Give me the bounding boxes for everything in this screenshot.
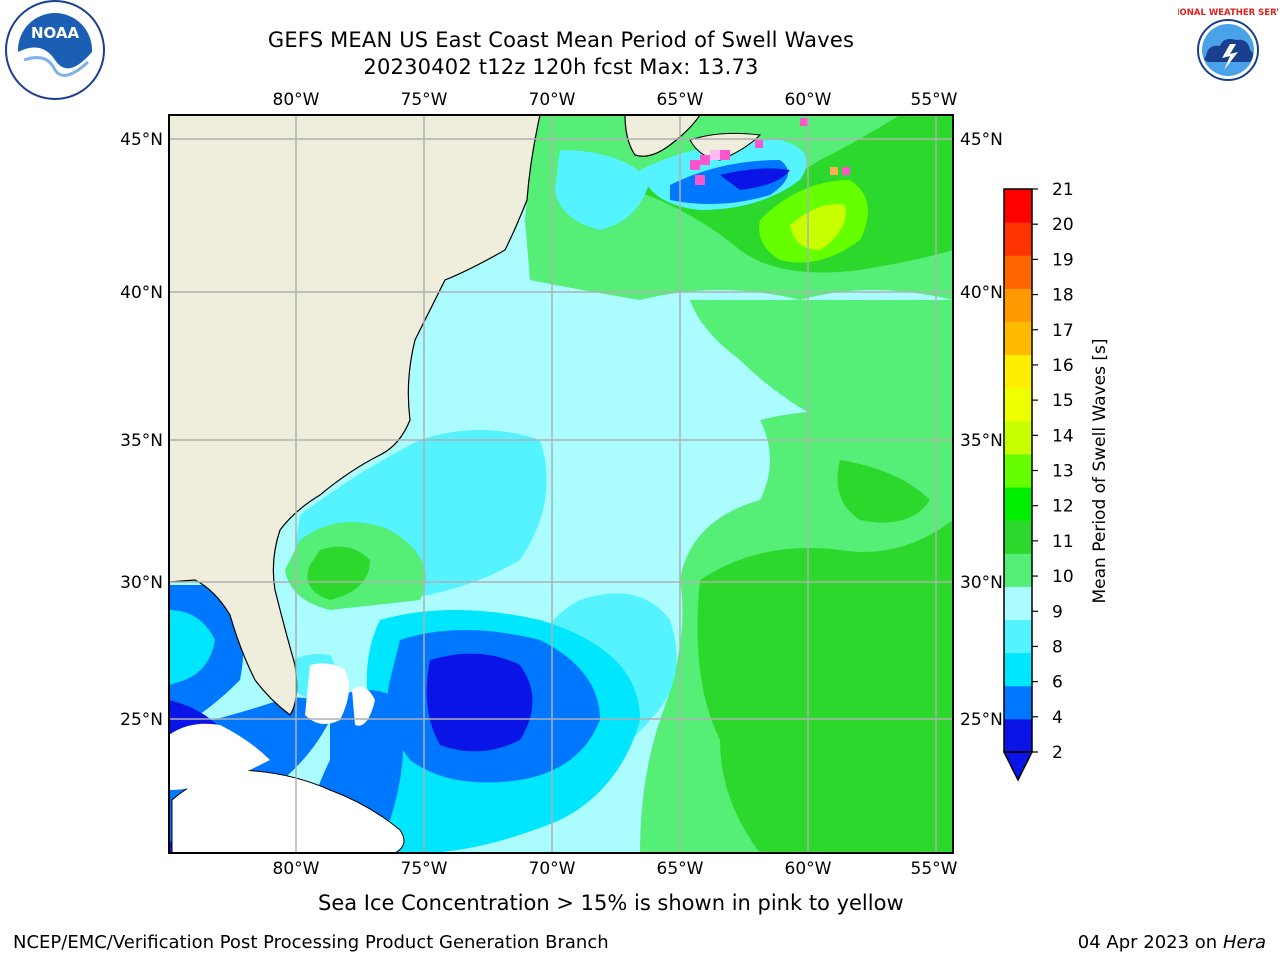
footer-date: 04 Apr 2023 on Hera xyxy=(1078,932,1266,953)
colorbar-tick-label: 9 xyxy=(1052,602,1063,622)
land xyxy=(169,115,762,853)
lon-label-top: 80°W xyxy=(273,90,320,110)
colorbar-tick-label: 4 xyxy=(1052,708,1063,728)
colorbar-segment xyxy=(1004,652,1032,687)
colorbar-segment xyxy=(1004,420,1032,455)
lat-label-right: 30°N xyxy=(960,573,1003,593)
colorbar-segment xyxy=(1004,586,1032,621)
lon-label-top: 60°W xyxy=(785,90,832,110)
lon-label-top: 55°W xyxy=(911,90,958,110)
colorbar-segment xyxy=(1004,487,1032,521)
colorbar-tick-label: 13 xyxy=(1052,462,1074,482)
colorbar-segment xyxy=(1004,553,1032,587)
national-weather-service-logo: NATIONAL WEATHER SERVICE xyxy=(1178,2,1278,98)
colorbar-tick-label: 14 xyxy=(1052,426,1074,446)
colorbar-tick-label: 12 xyxy=(1052,497,1074,517)
colorbar-segment xyxy=(1004,453,1032,488)
sea-ice-overlay xyxy=(690,118,850,185)
latitude-labels-left: 45°N 40°N 35°N 30°N 25°N xyxy=(120,130,163,730)
sea-ice-note: Sea Ice Concentration > 15% is shown in … xyxy=(318,891,904,915)
colorbar-segment xyxy=(1004,255,1032,289)
colorbar-segment xyxy=(1004,222,1032,256)
lat-label-left: 40°N xyxy=(120,283,163,303)
lat-label-right: 45°N xyxy=(960,130,1003,150)
lat-label-left: 45°N xyxy=(120,130,163,150)
colorbar-tick-label: 18 xyxy=(1052,286,1074,306)
colorbar-tick-label: 2 xyxy=(1052,743,1063,763)
graticule xyxy=(169,115,953,853)
lon-label-top: 70°W xyxy=(529,90,576,110)
lon-label-top: 75°W xyxy=(401,90,448,110)
map-subtitle: 20230402 t12z 120h fcst Max: 13.73 xyxy=(363,55,759,79)
footer-credit: NCEP/EMC/Verification Post Processing Pr… xyxy=(13,932,609,953)
colorbar-segment xyxy=(1004,288,1032,322)
lon-label-bottom: 60°W xyxy=(785,859,832,879)
noaa-logo: NOAA xyxy=(5,0,105,100)
map-title: GEFS MEAN US East Coast Mean Period of S… xyxy=(267,28,855,52)
lat-label-left: 25°N xyxy=(120,710,163,730)
map-frame xyxy=(168,114,954,854)
colorbar-tick-label: 10 xyxy=(1052,567,1074,587)
colorbar-tick-label: 15 xyxy=(1052,391,1074,411)
lon-label-bottom: 75°W xyxy=(401,859,448,879)
colorbar-segment xyxy=(1004,189,1032,223)
colorbar-under-arrow xyxy=(1002,751,1034,782)
colorbar-segment xyxy=(1004,718,1032,753)
colorbar-tick-label: 11 xyxy=(1052,532,1074,552)
colorbar-segment xyxy=(1004,321,1032,356)
colorbar-segment xyxy=(1004,387,1032,422)
lat-label-right: 25°N xyxy=(960,710,1003,730)
colorbar-segment xyxy=(1004,520,1032,554)
colorbar-label: Mean Period of Swell Waves [s] xyxy=(1090,339,1110,604)
footer-host: Hera xyxy=(1222,932,1266,953)
colorbar: 2 4 6 8 9 10 11 12 13 14 15 16 17 18 19 20 21 xyxy=(1002,180,1074,782)
lat-label-right: 35°N xyxy=(960,431,1003,451)
colorbar-tick-label: 21 xyxy=(1052,180,1074,200)
colorbar-segment xyxy=(1004,685,1032,720)
lon-label-top: 65°W xyxy=(657,90,704,110)
noaa-logo-text: NOAA xyxy=(31,24,80,42)
lon-label-bottom: 65°W xyxy=(657,859,704,879)
lat-label-left: 35°N xyxy=(120,431,163,451)
lon-label-bottom: 55°W xyxy=(911,859,958,879)
swell-period-field xyxy=(169,115,953,853)
colorbar-segment xyxy=(1004,619,1032,654)
longitude-labels-top: 80°W 75°W 70°W 65°W 60°W 55°W xyxy=(273,90,958,110)
longitude-labels-bottom: 80°W 75°W 70°W 65°W 60°W 55°W xyxy=(273,859,958,879)
colorbar-segment xyxy=(1004,354,1032,389)
colorbar-tick-label: 19 xyxy=(1052,250,1074,270)
colorbar-tick-label: 16 xyxy=(1052,356,1074,376)
footer-date-text: 04 Apr 2023 on xyxy=(1077,932,1223,953)
lat-label-right: 40°N xyxy=(960,283,1003,303)
latitude-labels-right: 45°N 40°N 35°N 30°N 25°N xyxy=(960,130,1003,730)
map-area xyxy=(169,115,953,853)
lon-label-bottom: 80°W xyxy=(273,859,320,879)
nws-logo-text: NATIONAL WEATHER SERVICE xyxy=(1178,8,1278,18)
colorbar-tick-label: 20 xyxy=(1052,215,1074,235)
lon-label-bottom: 70°W xyxy=(529,859,576,879)
colorbar-tick-label: 6 xyxy=(1052,673,1063,693)
colorbar-tick-label: 17 xyxy=(1052,321,1074,341)
lat-label-left: 30°N xyxy=(120,573,163,593)
colorbar-tick-label: 8 xyxy=(1052,637,1063,657)
